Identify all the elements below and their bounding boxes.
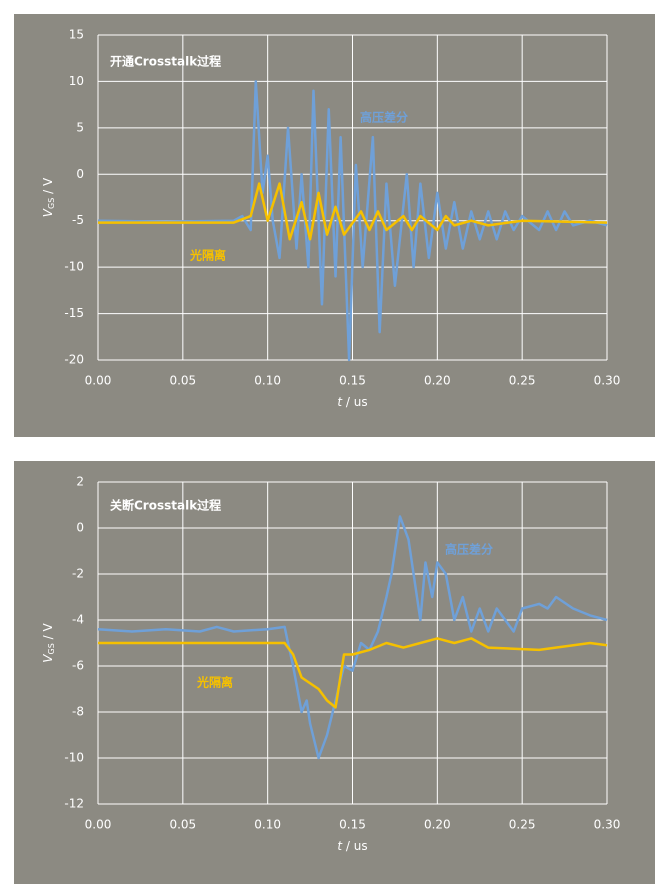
- y-label-sub: GS: [47, 643, 56, 654]
- x-label-var: t: [337, 839, 343, 853]
- y-tick-label: -5: [72, 213, 84, 227]
- x-axis-label: t / us: [337, 395, 367, 409]
- y-label-var: V: [41, 654, 55, 663]
- y-tick-label: -10: [64, 260, 84, 274]
- x-tick-label: 0.30: [594, 818, 621, 832]
- y-tick-label: -12: [64, 797, 84, 811]
- y-tick-label: -20: [64, 353, 84, 367]
- x-tick-label: 0.10: [254, 374, 281, 388]
- series-label: 光隔离: [196, 675, 233, 690]
- x-tick-label: 0.30: [594, 374, 621, 388]
- x-tick-label: 0.20: [424, 818, 451, 832]
- y-label-unit: / V: [41, 177, 55, 198]
- y-axis-label: VGS / V: [41, 623, 56, 663]
- y-tick-label: -8: [72, 705, 84, 719]
- y-tick-label: 0: [76, 521, 84, 535]
- y-tick-label: 10: [69, 74, 84, 88]
- y-tick-label: 0: [76, 167, 84, 181]
- series-label: 高压差分: [360, 110, 408, 125]
- y-label-sub: GS: [47, 198, 56, 209]
- chart-title: 开通Crosstalk过程: [110, 54, 221, 69]
- y-tick-label: -15: [64, 306, 84, 320]
- x-tick-label: 0.20: [424, 374, 451, 388]
- x-label-unit: / us: [342, 839, 368, 853]
- y-label-var: V: [41, 208, 55, 217]
- y-axis-label: VGS / V: [41, 177, 56, 217]
- y-tick-label: 5: [76, 120, 84, 134]
- x-label-unit: / us: [342, 395, 368, 409]
- y-tick-label: 15: [69, 28, 84, 42]
- series-label: 高压差分: [445, 542, 493, 557]
- series-line: [98, 182, 608, 241]
- x-tick-label: 0.05: [169, 818, 196, 832]
- panel-background: [14, 461, 655, 884]
- y-tick-label: -10: [64, 751, 84, 765]
- y-label-unit: / V: [41, 623, 55, 644]
- series-line: [98, 637, 608, 709]
- series-line: [97, 515, 608, 760]
- x-tick-label: 0.15: [339, 374, 366, 388]
- x-tick-label: 0.10: [254, 818, 281, 832]
- y-tick-label: -2: [72, 567, 84, 581]
- x-tick-label: 0.05: [169, 374, 196, 388]
- x-tick-label: 0.25: [509, 374, 536, 388]
- x-tick-label: 0.00: [85, 818, 112, 832]
- x-tick-label: 0.25: [509, 818, 536, 832]
- series-label: 光隔离: [189, 248, 226, 263]
- x-axis-label: t / us: [337, 839, 367, 853]
- y-tick-label: -4: [72, 613, 84, 627]
- x-label-var: t: [337, 395, 343, 409]
- x-tick-label: 0.00: [85, 374, 112, 388]
- y-tick-label: -6: [72, 659, 84, 673]
- x-tick-label: 0.15: [339, 818, 366, 832]
- y-tick-label: 2: [76, 475, 84, 489]
- chart-title: 关断Crosstalk过程: [110, 498, 221, 513]
